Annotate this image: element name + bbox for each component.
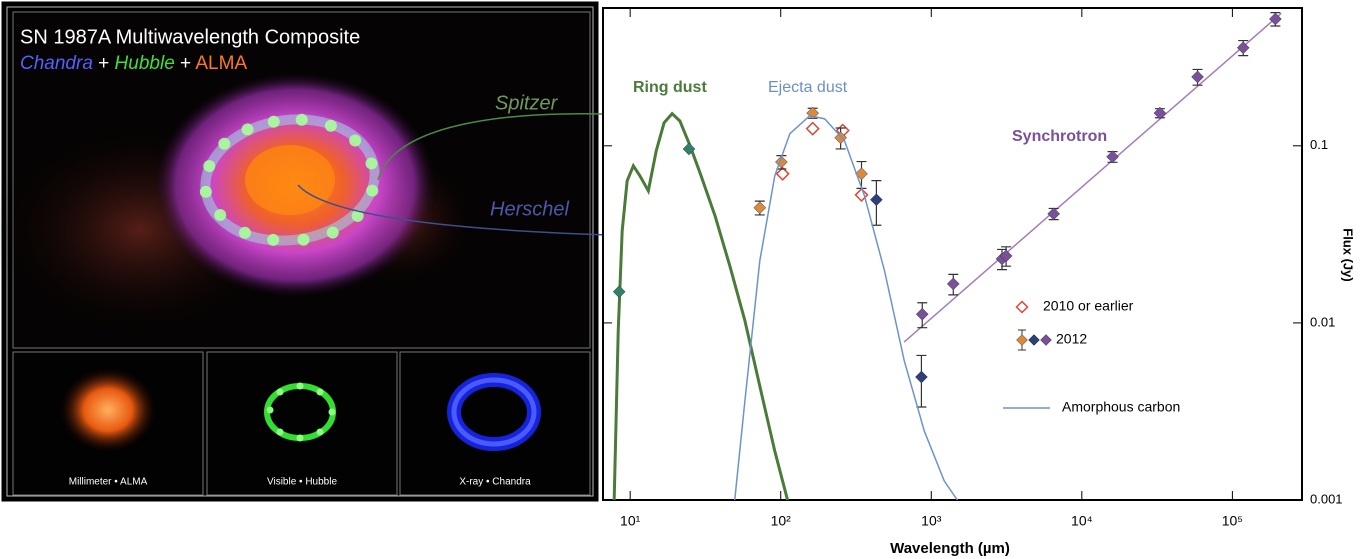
plot-frame (602, 7, 1303, 501)
subtitle-part: ALMA (195, 53, 247, 74)
data-point (805, 121, 820, 136)
y-axis-label: Flux (Jy) (1341, 228, 1356, 281)
legend-marker (1015, 300, 1029, 314)
annotation: Ejecta dust (768, 79, 848, 96)
data-point (1191, 70, 1204, 84)
caption: Millimeter • ALMA (69, 477, 148, 488)
subtitle-part: + (175, 53, 196, 74)
caption: X-ray • Chandra (459, 477, 531, 488)
data-point (753, 201, 767, 215)
data-point (870, 193, 883, 207)
subtitle-part: Chandra (20, 53, 93, 74)
spitzer-arrow (377, 109, 654, 181)
annotation: Synchrotron (1012, 128, 1107, 145)
data-point (915, 370, 928, 384)
data-point (854, 187, 869, 202)
y-tick-label: 0.001 (1310, 491, 1343, 506)
subtitle-part: + (93, 53, 115, 74)
data-point (946, 277, 960, 291)
data-point (1047, 207, 1061, 221)
data-point (775, 166, 790, 181)
y-tick-label: 0.1 (1310, 137, 1328, 152)
data-point (915, 307, 929, 321)
data-point (1153, 106, 1167, 120)
legend-marker (1016, 334, 1028, 346)
y-tick-label: 0.01 (1310, 314, 1335, 329)
annotation: Ring dust (633, 79, 707, 96)
data-point (1106, 150, 1119, 164)
data-point (1236, 41, 1250, 55)
series-line (733, 114, 958, 501)
image-subtitle: Chandra + Hubble + ALMA (20, 53, 247, 74)
data-point (612, 285, 626, 299)
x-tick-label: 10³ (921, 513, 942, 529)
data-point (855, 167, 868, 181)
data-point (1269, 12, 1282, 26)
image-panel: SN 1987A Multiwavelength Composite Chand… (0, 1, 762, 502)
series-line (903, 12, 1282, 343)
data-point (682, 142, 696, 156)
legend-label: 2010 or earlier (1043, 298, 1134, 314)
image-title: SN 1987A Multiwavelength Composite (20, 26, 360, 48)
x-tick-label: 10² (771, 513, 792, 529)
x-tick-label: 10⁵ (1222, 513, 1243, 529)
x-tick-label: 10⁴ (1071, 513, 1093, 529)
caption: Visible • Hubble (267, 477, 337, 488)
legend-label: Amorphous carbon (1062, 399, 1180, 415)
spitzer-label: Spitzer (495, 92, 559, 114)
legend-marker (1028, 334, 1040, 346)
herschel-label: Herschel (490, 198, 569, 220)
legend-marker (1040, 334, 1052, 346)
subtitle-part: Hubble (115, 53, 175, 74)
legend-label: 2012 (1056, 331, 1087, 347)
chart: Wavelength (µm) Flux (Jy) 10¹ 10² 10³ 10⁴ 10… (602, 7, 1356, 557)
series-line (612, 111, 789, 501)
data-point (999, 249, 1013, 263)
x-tick-label: 10¹ (620, 513, 641, 529)
x-axis-label: Wavelength (µm) (890, 540, 1010, 557)
